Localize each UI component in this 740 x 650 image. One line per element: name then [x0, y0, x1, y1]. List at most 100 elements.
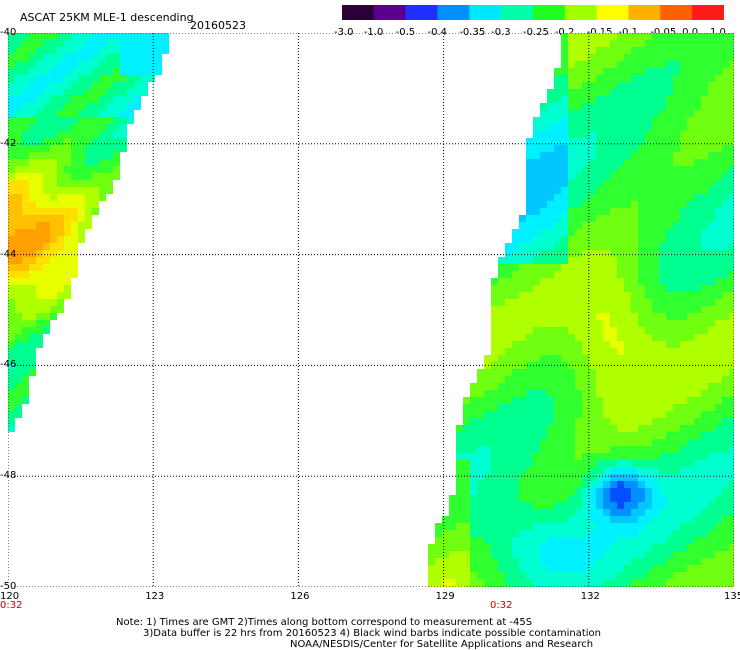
- swath-cell: [589, 390, 596, 397]
- swath-cell: [631, 215, 638, 222]
- swath-cell: [680, 271, 687, 278]
- swath-cell: [120, 103, 127, 110]
- swath-cell: [78, 180, 85, 187]
- swath-cell: [701, 117, 708, 124]
- swath-cell: [722, 145, 729, 152]
- swath-cell: [617, 572, 624, 579]
- swath-cell: [442, 530, 449, 537]
- swath-cell: [729, 544, 734, 551]
- swath-cell: [113, 40, 120, 47]
- swath-cell: [715, 313, 722, 320]
- swath-cell: [617, 47, 624, 54]
- swath-cell: [708, 509, 715, 516]
- swath-cell: [617, 348, 624, 355]
- swath-cell: [148, 68, 155, 75]
- swath-cell: [470, 404, 477, 411]
- swath-cell: [638, 439, 645, 446]
- swath-cell: [29, 138, 36, 145]
- swath-cell: [666, 320, 673, 327]
- swath-cell: [498, 299, 505, 306]
- swath-cell: [659, 152, 666, 159]
- swath-cell: [722, 138, 729, 145]
- swath-cell: [589, 292, 596, 299]
- swath-cell: [519, 404, 526, 411]
- swath-cell: [78, 173, 85, 180]
- swath-cell: [512, 271, 519, 278]
- swath-cell: [547, 208, 554, 215]
- colorbar-segment: [437, 5, 470, 20]
- swath-cell: [708, 551, 715, 558]
- swath-cell: [120, 40, 127, 47]
- swath-cell: [722, 579, 729, 586]
- swath-cell: [491, 425, 498, 432]
- swath-cell: [561, 278, 568, 285]
- swath-cell: [694, 152, 701, 159]
- swath-cell: [568, 418, 575, 425]
- swath-cell: [547, 173, 554, 180]
- swath-cell: [673, 558, 680, 565]
- swath-cell: [148, 40, 155, 47]
- swath-cell: [638, 390, 645, 397]
- swath-cell: [50, 159, 57, 166]
- swath-cell: [540, 285, 547, 292]
- swath-cell: [15, 110, 22, 117]
- swath-cell: [701, 313, 708, 320]
- swath-cell: [673, 439, 680, 446]
- swath-cell: [582, 572, 589, 579]
- swath-cell: [491, 376, 498, 383]
- swath-cell: [624, 47, 631, 54]
- swath-cell: [8, 173, 15, 180]
- swath-cell: [680, 96, 687, 103]
- swath-cell: [491, 551, 498, 558]
- swath-cell: [687, 404, 694, 411]
- swath-cell: [666, 159, 673, 166]
- swath-cell: [680, 439, 687, 446]
- swath-cell: [15, 369, 22, 376]
- swath-cell: [631, 544, 638, 551]
- swath-cell: [687, 537, 694, 544]
- swath-cell: [498, 460, 505, 467]
- swath-cell: [701, 271, 708, 278]
- swath-cell: [645, 488, 652, 495]
- swath-cell: [687, 488, 694, 495]
- swath-cell: [22, 33, 29, 40]
- swath-cell: [589, 194, 596, 201]
- swath-cell: [540, 292, 547, 299]
- swath-cell: [687, 33, 694, 40]
- swath-cell: [603, 54, 610, 61]
- swath-cell: [36, 96, 43, 103]
- swath-cell: [561, 215, 568, 222]
- swath-cell: [708, 474, 715, 481]
- swath-cell: [540, 397, 547, 404]
- swath-cell: [29, 47, 36, 54]
- swath-cell: [15, 404, 22, 411]
- swath-cell: [43, 320, 50, 327]
- swath-cell: [106, 131, 113, 138]
- swath-cell: [729, 180, 734, 187]
- swath-cell: [498, 453, 505, 460]
- swath-cell: [575, 411, 582, 418]
- swath-cell: [540, 383, 547, 390]
- swath-cell: [568, 383, 575, 390]
- swath-cell: [729, 159, 734, 166]
- swath-cell: [512, 306, 519, 313]
- swath-cell: [435, 544, 442, 551]
- swath-cell: [673, 397, 680, 404]
- swath-cell: [624, 299, 631, 306]
- swath-cell: [589, 152, 596, 159]
- swath-cell: [22, 180, 29, 187]
- swath-cell: [50, 75, 57, 82]
- swath-cell: [603, 558, 610, 565]
- product-date: 20160523: [190, 19, 246, 32]
- swath-cell: [687, 530, 694, 537]
- swath-cell: [470, 383, 477, 390]
- swath-cell: [78, 194, 85, 201]
- swath-cell: [498, 502, 505, 509]
- swath-cell: [694, 467, 701, 474]
- swath-cell: [659, 278, 666, 285]
- swath-cell: [638, 495, 645, 502]
- swath-cell: [568, 369, 575, 376]
- swath-cell: [575, 82, 582, 89]
- swath-cell: [624, 131, 631, 138]
- swath-cell: [547, 124, 554, 131]
